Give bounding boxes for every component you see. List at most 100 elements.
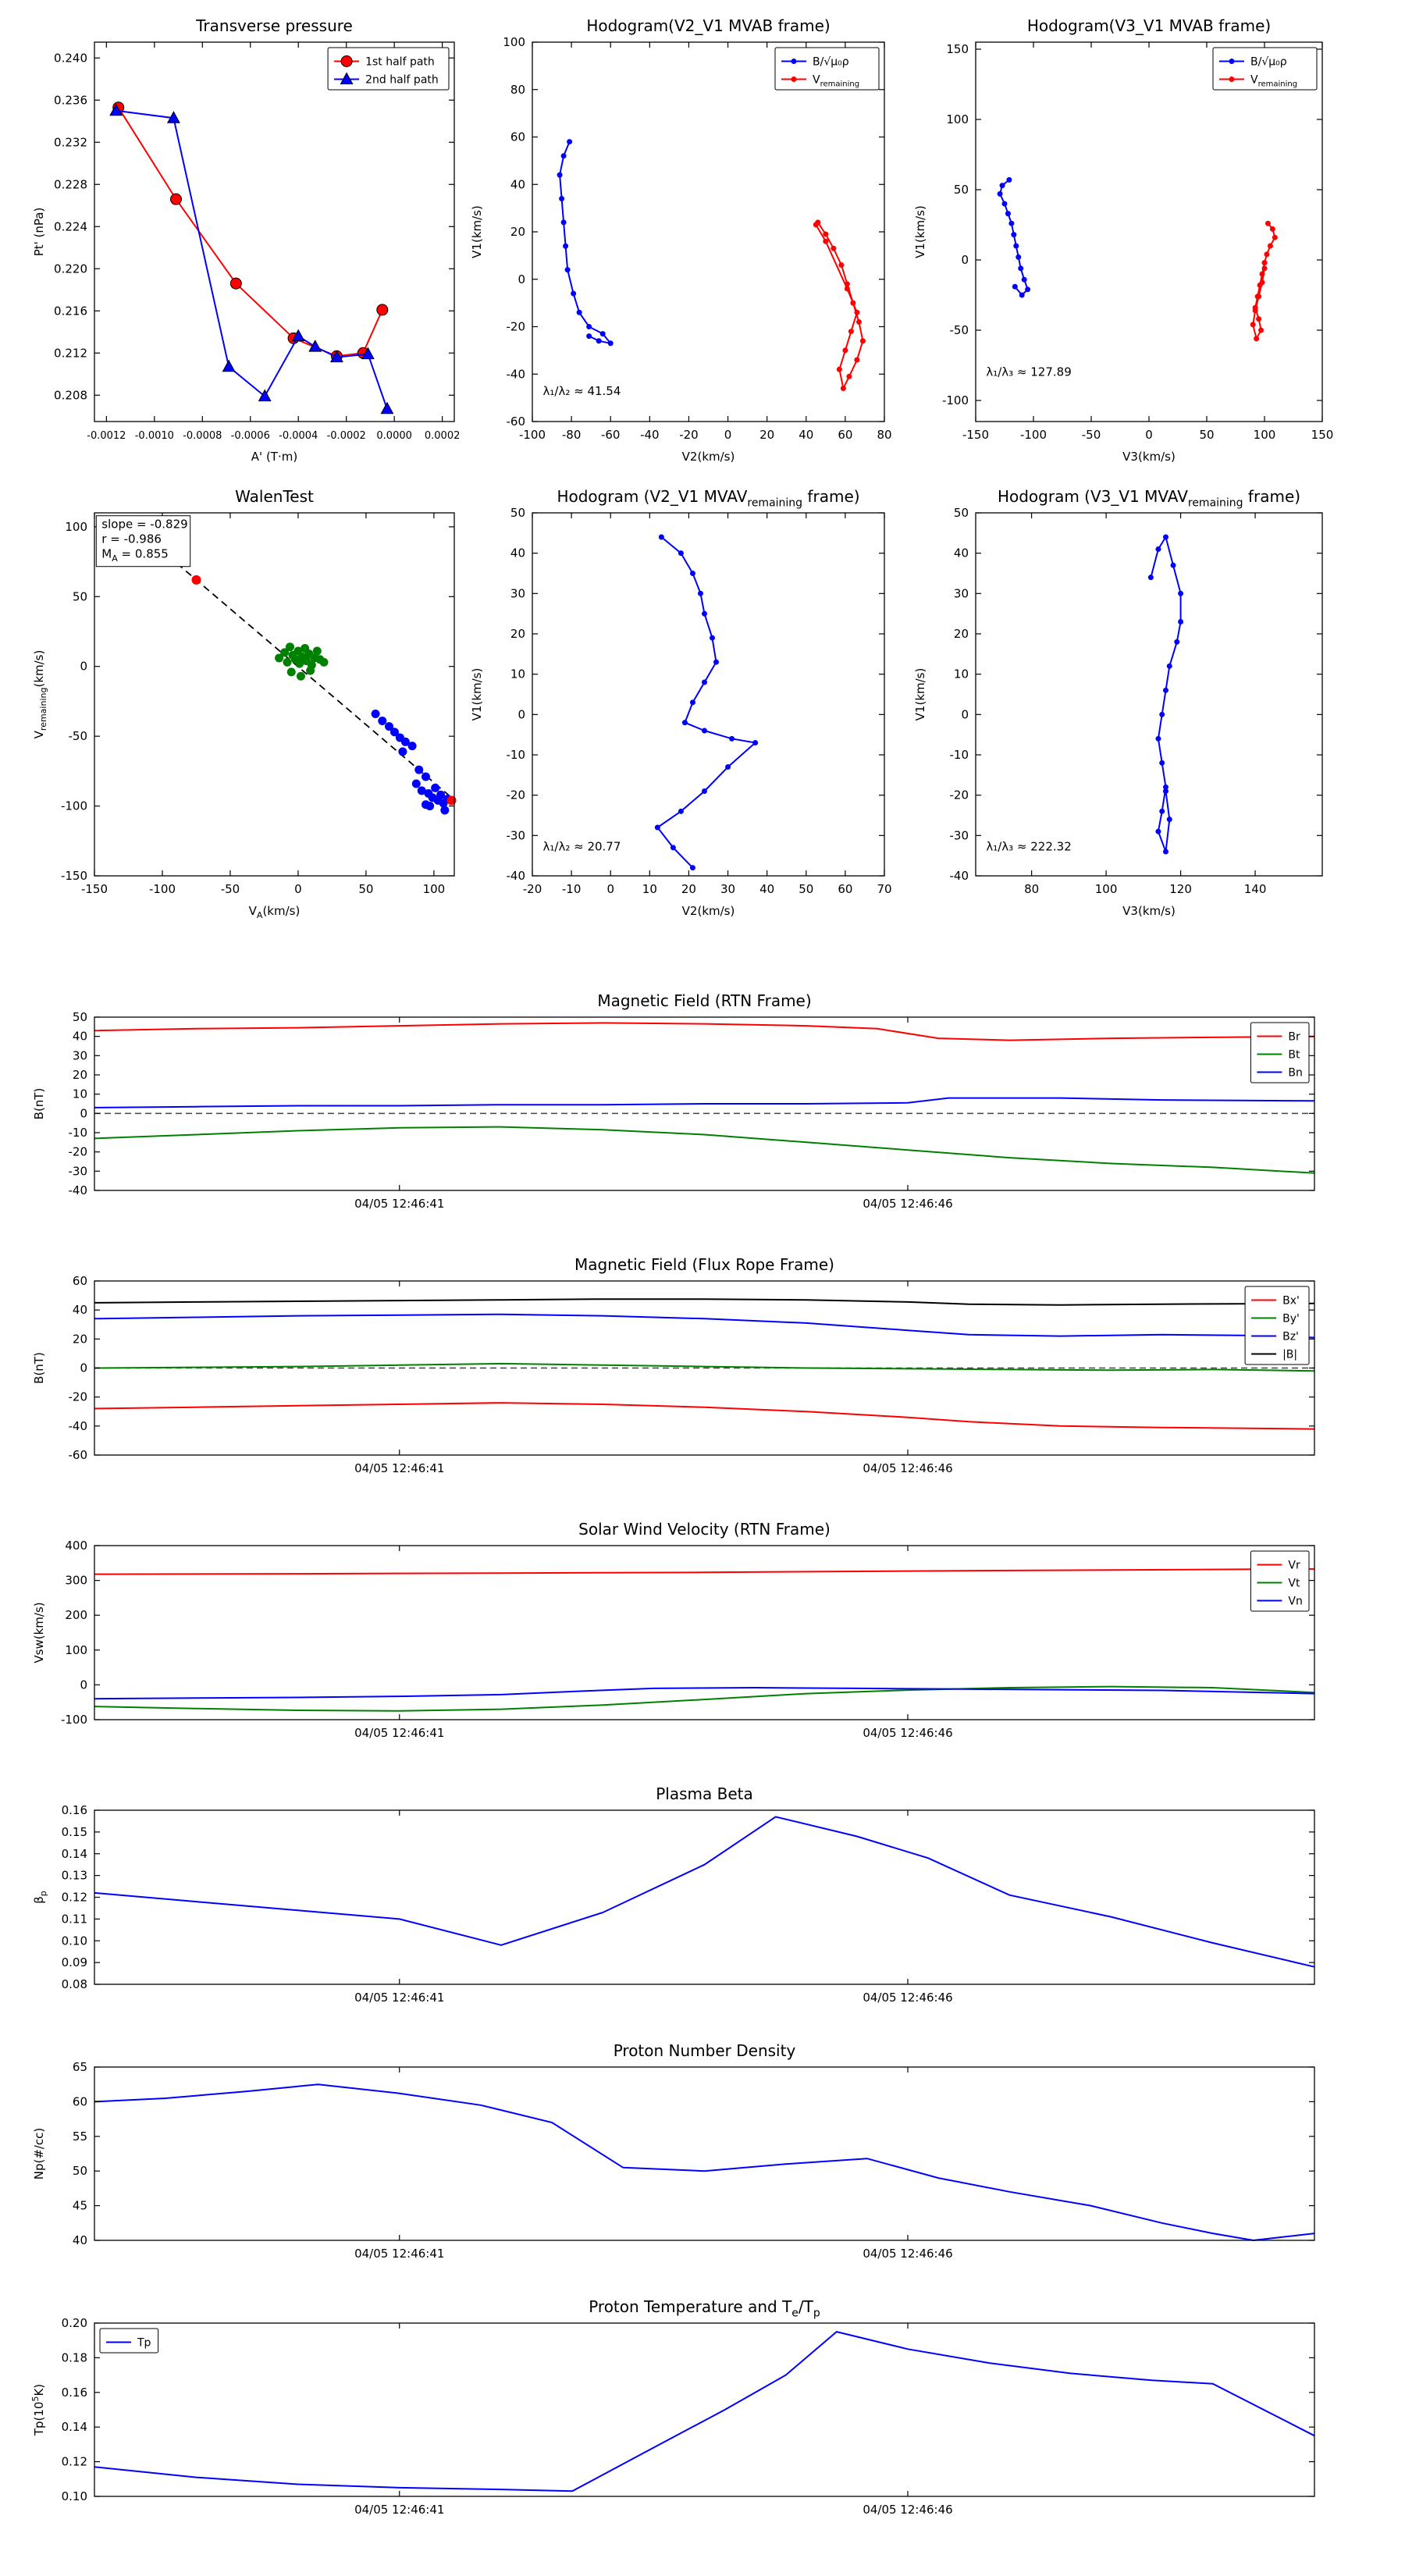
svg-text:Pt' (nPa): Pt' (nPa) [32, 208, 46, 257]
svg-text:λ₁/λ₃ ≈ 127.89: λ₁/λ₃ ≈ 127.89 [986, 365, 1071, 379]
walen-test-canvas: -150 -100 -50 0 50 100 -150 -100 -50 0 50 100 WalenT… [32, 487, 457, 920]
svg-text:150: 150 [946, 42, 969, 56]
svg-text:10: 10 [73, 1087, 87, 1101]
proton-temp-canvas: 04/05 12:46:41 04/05 12:46:46 0.10 0.12 0.14… [30, 2297, 1315, 2517]
hodogram-v2v1-mvab-canvas: -100 -80 -60 -40 -20 0 20 40 60 80 -60 -40 -20 0 20 40 6… [470, 16, 892, 464]
svg-text:λ₁/λ₂ ≈ 41.54: λ₁/λ₂ ≈ 41.54 [543, 384, 621, 398]
svg-text:-80: -80 [562, 428, 582, 442]
svg-text:0: 0 [724, 428, 732, 442]
svg-text:V1(km/s): V1(km/s) [470, 668, 484, 721]
transverse-pressure-canvas: -0.0012 -0.0010 -0.0008 -0.0006 -0.0004 -0.00… [32, 16, 460, 464]
svg-text:0.14: 0.14 [62, 1847, 87, 1861]
svg-text:V1(km/s): V1(km/s) [470, 205, 484, 258]
svg-text:2nd half path: 2nd half path [365, 74, 439, 87]
svg-text:0: 0 [80, 1106, 87, 1120]
svg-text:0: 0 [606, 882, 614, 896]
svg-text:-20: -20 [507, 320, 526, 334]
svg-text:Vt: Vt [1288, 1578, 1300, 1590]
svg-text:-50: -50 [950, 323, 969, 337]
svg-text:04/05 12:46:46: 04/05 12:46:46 [863, 1726, 952, 1740]
svg-text:100: 100 [503, 35, 525, 49]
svg-text:80: 80 [510, 83, 525, 97]
svg-text:Vremaining(km/s): Vremaining(km/s) [32, 650, 48, 739]
svg-text:V2(km/s): V2(km/s) [682, 450, 735, 464]
svg-text:Hodogram (V2_V1 MVAVremaining: Hodogram (V2_V1 MVAVremaining frame) [557, 487, 859, 510]
svg-text:20: 20 [510, 225, 525, 239]
svg-text:40: 40 [799, 428, 813, 442]
svg-text:100: 100 [65, 520, 87, 534]
svg-text:Bx': Bx' [1282, 1295, 1300, 1308]
svg-text:0.14: 0.14 [62, 2420, 87, 2434]
svg-text:04/05 12:46:46: 04/05 12:46:46 [863, 1991, 952, 2005]
svg-text:04/05 12:46:41: 04/05 12:46:41 [354, 1991, 444, 2005]
svg-text:50: 50 [73, 2164, 87, 2178]
svg-text:Hodogram(V2_V1 MVAB frame): Hodogram(V2_V1 MVAB frame) [586, 16, 830, 35]
svg-text:-40: -40 [507, 367, 526, 381]
svg-text:Tp(105K): Tp(105K) [30, 2384, 46, 2436]
svg-text:60: 60 [73, 2094, 87, 2108]
svg-text:V3(km/s): V3(km/s) [1122, 904, 1176, 918]
mag-fluxrope-canvas: 04/05 12:46:41 04/05 12:46:46 -60 -40 -20 0 20… [32, 1255, 1315, 1475]
svg-text:30: 30 [720, 882, 735, 896]
svg-text:10: 10 [642, 882, 657, 896]
svg-text:10: 10 [954, 667, 969, 681]
svg-text:20: 20 [954, 627, 969, 641]
svg-text:0.16: 0.16 [62, 1803, 87, 1817]
svg-text:V1(km/s): V1(km/s) [913, 668, 927, 721]
svg-text:λ₁/λ₃ ≈ 222.32: λ₁/λ₃ ≈ 222.32 [986, 839, 1071, 853]
svg-text:0.216: 0.216 [54, 304, 87, 318]
svg-text:B(nT): B(nT) [32, 1088, 46, 1120]
svg-text:-40: -40 [640, 428, 660, 442]
svg-text:80: 80 [877, 428, 891, 442]
svg-text:A' (T·m): A' (T·m) [251, 450, 297, 464]
svg-text:0.228: 0.228 [54, 177, 87, 191]
svg-text:50: 50 [358, 882, 373, 896]
svg-text:MA = 0.855: MA = 0.855 [101, 547, 169, 564]
svg-text:20: 20 [759, 428, 774, 442]
hodogram-v2v1-mvav-canvas: -20 -10 0 10 20 30 40 50 60 70 -40 -30 -20 -10 0 10 20 30… [470, 487, 892, 918]
svg-text:r = -0.986: r = -0.986 [101, 532, 162, 546]
svg-text:45: 45 [73, 2199, 87, 2213]
svg-text:0.236: 0.236 [54, 93, 87, 107]
svg-text:0.08: 0.08 [62, 1977, 87, 1991]
svg-text:0.12: 0.12 [62, 1891, 87, 1905]
svg-text:0.10: 0.10 [62, 1934, 87, 1948]
svg-text:-20: -20 [69, 1390, 88, 1404]
svg-text:WalenTest: WalenTest [235, 487, 314, 506]
svg-text:By': By' [1282, 1313, 1300, 1325]
svg-text:-50: -50 [1082, 428, 1101, 442]
svg-text:-0.0012: -0.0012 [87, 430, 126, 442]
svg-text:-30: -30 [69, 1164, 88, 1178]
svg-text:-100: -100 [942, 393, 969, 407]
svg-text:Hodogram (V3_V1 MVAVremaining: Hodogram (V3_V1 MVAVremaining frame) [998, 487, 1300, 510]
svg-text:-10: -10 [950, 748, 969, 762]
svg-text:120: 120 [1169, 882, 1192, 896]
mag-rtn-canvas: 04/05 12:46:41 04/05 12:46:46 -40 -30 -20 -10… [32, 991, 1315, 1211]
svg-text:04/05 12:46:41: 04/05 12:46:41 [354, 1461, 444, 1475]
svg-text:20: 20 [73, 1332, 87, 1346]
svg-text:100: 100 [65, 1643, 87, 1657]
svg-text:0.232: 0.232 [54, 135, 87, 149]
svg-text:-20: -20 [69, 1145, 88, 1159]
svg-text:50: 50 [73, 1010, 87, 1024]
svg-text:Vsw(km/s): Vsw(km/s) [32, 1602, 46, 1663]
svg-text:Bt: Bt [1288, 1049, 1300, 1062]
svg-text:0.212: 0.212 [54, 346, 87, 360]
svg-text:100: 100 [946, 112, 969, 126]
svg-text:B/√μ₀ρ: B/√μ₀ρ [813, 56, 849, 69]
svg-text:0.224: 0.224 [54, 219, 87, 233]
svg-text:20: 20 [681, 882, 696, 896]
svg-text:-40: -40 [507, 869, 526, 883]
svg-text:-20: -20 [523, 882, 542, 896]
svg-text:0.13: 0.13 [62, 1869, 87, 1883]
svg-text:Hodogram(V3_V1 MVAB frame): Hodogram(V3_V1 MVAB frame) [1027, 16, 1271, 35]
svg-text:-20: -20 [507, 788, 526, 802]
